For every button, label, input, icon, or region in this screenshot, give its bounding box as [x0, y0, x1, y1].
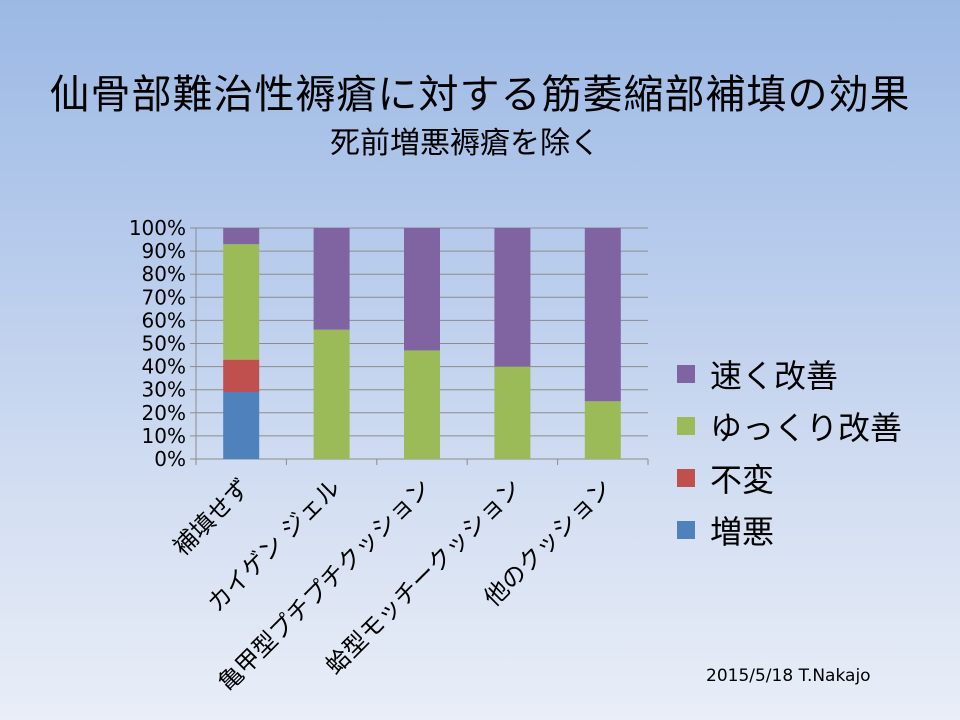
legend-label: 速く改善: [710, 357, 838, 395]
y-tick-label: 60%: [142, 308, 186, 332]
y-tick-label: 100%: [129, 216, 186, 240]
slide-footer: 2015/5/18 T.Nakajo: [706, 666, 871, 686]
bar-segment: [584, 401, 621, 459]
bar-segment: [494, 228, 531, 367]
y-tick-label: 0%: [154, 447, 186, 471]
slide-subtitle: 死前増悪褥瘡を除く: [330, 126, 600, 161]
y-tick-label: 20%: [142, 401, 186, 425]
legend-swatch: [677, 469, 695, 487]
bar-segment: [223, 392, 260, 459]
bar-segment: [223, 228, 260, 245]
y-tick-label: 30%: [142, 378, 186, 402]
y-tick-label: 70%: [142, 285, 186, 309]
y-tick-label: 40%: [142, 355, 186, 379]
bar-segment: [404, 350, 440, 459]
bar-segment: [494, 366, 531, 459]
y-tick-label: 90%: [142, 239, 186, 263]
legend-label: ゆっくり改善: [710, 409, 902, 447]
legend-swatch: [677, 521, 695, 539]
bar-segment: [223, 359, 260, 393]
bar-segment: [313, 329, 350, 459]
bar-segment: [584, 228, 621, 402]
legend-label: 不変: [710, 461, 774, 499]
x-category-label: 補填せず: [168, 473, 256, 561]
y-tick-label: 50%: [142, 332, 186, 356]
bar-segment: [223, 244, 260, 360]
bar-segment: [313, 228, 350, 330]
slide-title: 仙骨部難治性褥瘡に対する筋萎縮部補填の効果: [49, 72, 911, 118]
y-tick-label: 80%: [142, 262, 186, 286]
legend-swatch: [677, 365, 695, 383]
bar-segment: [404, 228, 440, 351]
legend-label: 増悪: [710, 513, 774, 551]
legend-swatch: [677, 417, 695, 435]
y-tick-label: 10%: [142, 424, 186, 448]
